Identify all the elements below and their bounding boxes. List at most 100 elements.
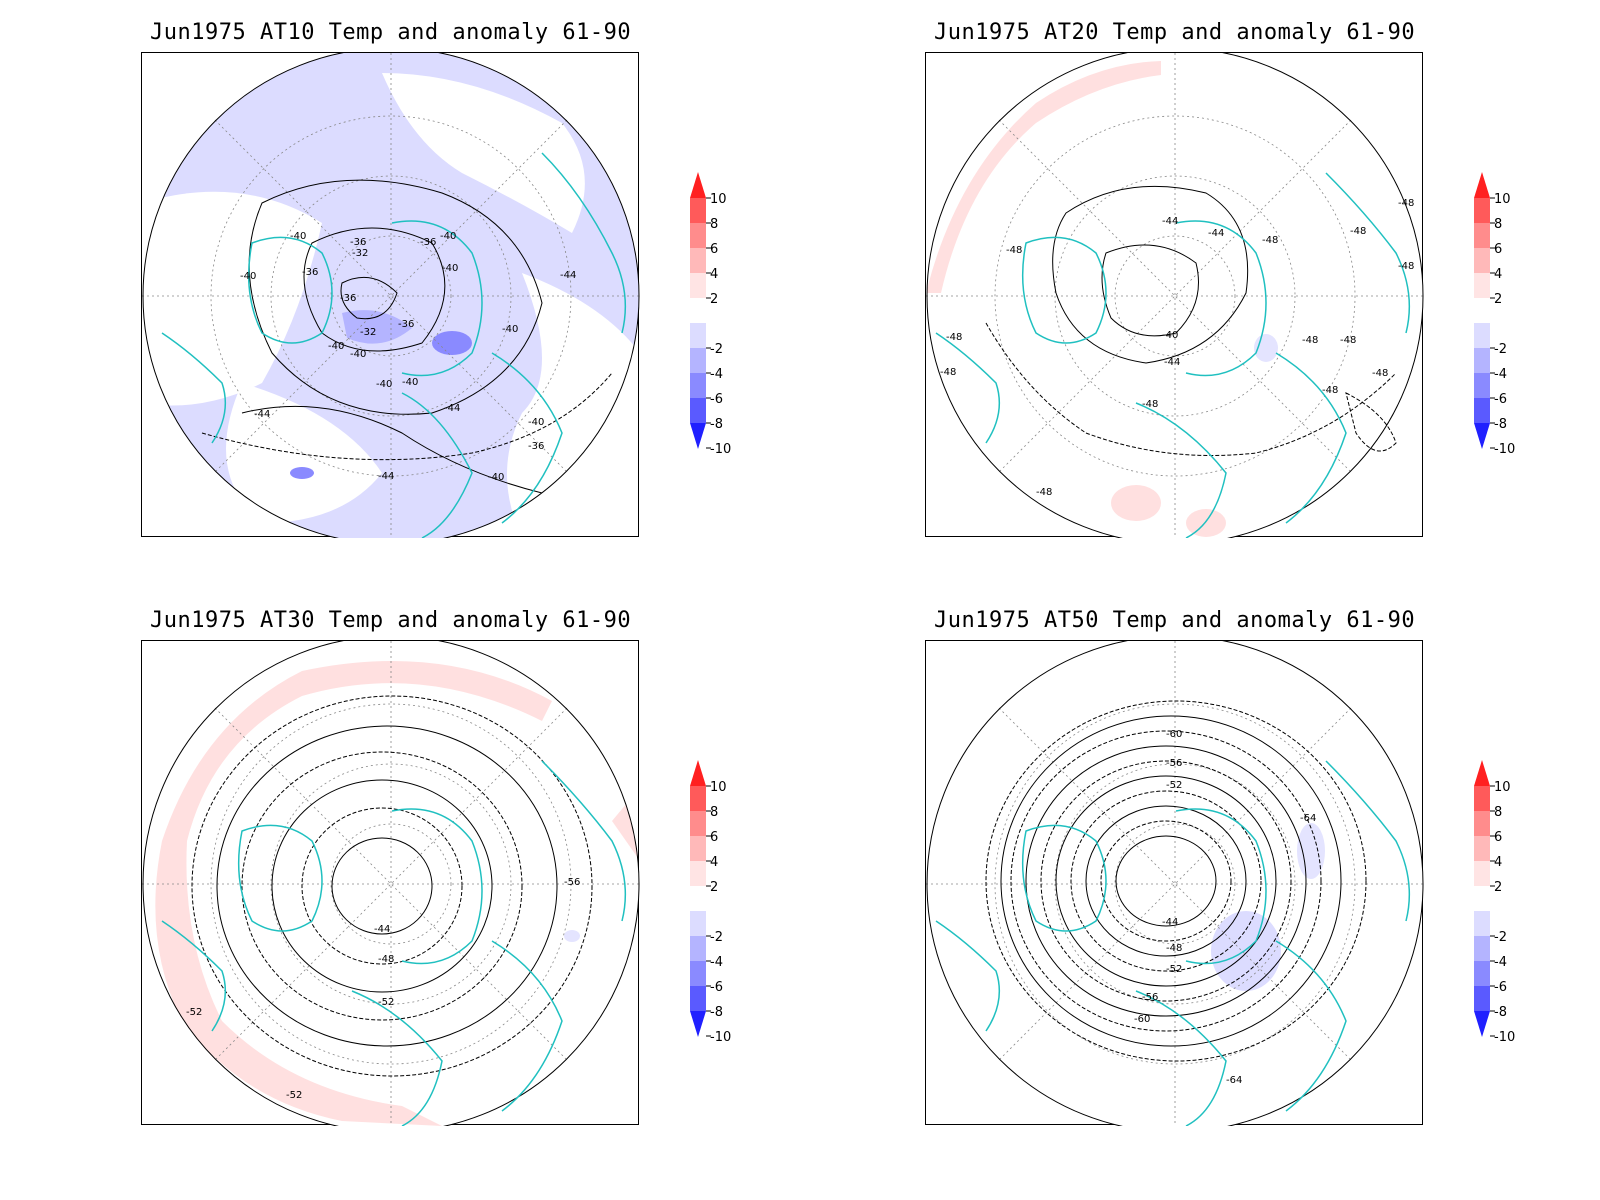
colorbar-label: 6: [1494, 830, 1502, 845]
contour-label: -40: [442, 263, 458, 274]
polar-map-at10: -40 -36 -32 -36 -40 -40 -36 -40 -36 -32 …: [142, 53, 640, 538]
contour-label: -48: [940, 367, 956, 378]
colorbar-label: -4: [710, 367, 723, 382]
contour-labels-at50: -60 -56 -52 -64 -44 -48 -52 -56 -60 -64: [1134, 729, 1316, 1086]
colorbar-label: -2: [710, 342, 723, 357]
contour-label: -52: [286, 1090, 302, 1101]
contour-label: -32: [360, 327, 376, 338]
colorbar-label: 10: [1494, 192, 1511, 207]
contour-labels-at20: -44 -44 -48 -48 -48 -48 -48 -40 -44 -48 …: [940, 198, 1414, 498]
colorbar-segment: [1474, 223, 1490, 248]
colorbar-segment: [1474, 786, 1490, 811]
colorbar-segment: [690, 298, 706, 323]
contour-label: -40: [328, 341, 344, 352]
contour-label: -36: [350, 237, 366, 248]
contour-label: -48: [1302, 335, 1318, 346]
coastlines-at30: [161, 760, 627, 1126]
colorbar-svg: 10 8 6 4 2 -2 -4 -6 -8 -10: [690, 172, 731, 457]
polar-map-at30: -56 -44 -48 -52 -52 -52: [142, 641, 640, 1126]
colorbar-label: 2: [710, 292, 718, 307]
colorbar-segment: [690, 861, 706, 886]
colorbar-svg: 10 8 6 4 2 -2 -4 -6 -8 -10: [1474, 760, 1515, 1045]
colorbar-arrow-bottom: [1474, 423, 1490, 449]
colorbar-label: 6: [710, 830, 718, 845]
contour-label: -48: [1350, 226, 1366, 237]
colorbar-label: 2: [1494, 880, 1502, 895]
colorbar-segment: [1474, 936, 1490, 961]
colorbar-arrow-top: [690, 760, 706, 786]
temperature-contours-at50: [985, 700, 1367, 1062]
coastlines-at50: [935, 760, 1411, 1126]
colorbar-arrow-bottom: [690, 1011, 706, 1037]
contour-label: -48: [1398, 198, 1414, 209]
contour-label: -48: [1398, 261, 1414, 272]
colorbar-segment: [690, 273, 706, 298]
contour-label: -40: [290, 231, 306, 242]
colorbar-label: 8: [710, 805, 718, 820]
colorbar-segment: [1474, 373, 1490, 398]
colorbar-svg: 10 8 6 4 2 -2 -4 -6 -8 -10: [1474, 172, 1515, 457]
contour-label: -32: [352, 248, 368, 259]
map-at10: -40 -36 -32 -36 -40 -40 -36 -40 -36 -32 …: [141, 52, 640, 538]
colorbar-label: -10: [710, 442, 731, 457]
panel-title-at20: Jun1975 AT20 Temp and anomaly 61-90: [934, 20, 1416, 45]
colorbar-at30: 10 8 6 4 2 -2 -4 -6 -8 -10: [688, 756, 768, 1046]
colorbar-segment: [690, 323, 706, 348]
colorbar-segment: [1474, 248, 1490, 273]
colorbar-segment: [690, 986, 706, 1011]
colorbar-segment: [1474, 961, 1490, 986]
colorbar-segment: [1474, 836, 1490, 861]
temperature-contours-at10: [201, 179, 613, 494]
contour-label: -36: [398, 319, 414, 330]
contour-label: -64: [1226, 1075, 1242, 1086]
colorbar-label: 2: [1494, 292, 1502, 307]
coastlines-at10: [161, 152, 627, 538]
colorbar-svg: 10 8 6 4 2 -2 -4 -6 -8 -10: [690, 760, 731, 1045]
colorbar-label: 6: [1494, 242, 1502, 257]
contour-label: -48: [946, 332, 962, 343]
contour-label: -56: [1142, 992, 1158, 1003]
colorbar-segment: [690, 786, 706, 811]
colorbar-at50: 10 8 6 4 2 -2 -4 -6 -8 -10: [1472, 756, 1552, 1046]
contour-label: -40: [376, 379, 392, 390]
map-at20: -44 -44 -48 -48 -48 -48 -48 -40 -44 -48 …: [925, 52, 1424, 538]
colorbar-label: -4: [710, 955, 723, 970]
contour-label: -48: [1340, 335, 1356, 346]
contour-label: -44: [1162, 216, 1178, 227]
contour-label: -40: [502, 324, 518, 335]
contour-label: -44: [444, 403, 460, 414]
colorbar-segment: [690, 198, 706, 223]
coastlines-at20: [935, 172, 1411, 538]
colorbar-segment: [1474, 198, 1490, 223]
contour-label: -48: [1166, 943, 1182, 954]
colorbar-label: -8: [1494, 1005, 1507, 1020]
colorbar-segment: [1474, 911, 1490, 936]
colorbar-segment: [690, 936, 706, 961]
map-at50: -60 -56 -52 -64 -44 -48 -52 -56 -60 -64: [925, 640, 1424, 1126]
contour-label: -44: [378, 471, 394, 482]
contour-label: -48: [1142, 399, 1158, 410]
colorbar-label: -8: [710, 1005, 723, 1020]
panel-title-at10: Jun1975 AT10 Temp and anomaly 61-90: [150, 20, 632, 45]
map-at30: -56 -44 -48 -52 -52 -52: [141, 640, 640, 1126]
contour-label: -36: [340, 293, 356, 304]
contour-label: -44: [254, 409, 270, 420]
contour-label: -40: [402, 377, 418, 388]
colorbar-label: 4: [1494, 855, 1502, 870]
colorbar-label: -4: [1494, 955, 1507, 970]
colorbar-arrow-top: [1474, 172, 1490, 198]
contour-label: -40: [440, 231, 456, 242]
colorbar-label: -6: [1494, 980, 1507, 995]
colorbar-segment: [1474, 861, 1490, 886]
contour-label: -40: [1162, 330, 1178, 341]
colorbar-label: 4: [1494, 267, 1502, 282]
contour-label: -52: [1166, 964, 1182, 975]
colorbar-label: 10: [710, 192, 727, 207]
colorbar-label: -10: [1494, 1030, 1515, 1045]
colorbar-segment: [1474, 298, 1490, 323]
colorbar-label: -8: [1494, 417, 1507, 432]
polar-map-at50: -60 -56 -52 -64 -44 -48 -52 -56 -60 -64: [926, 641, 1424, 1126]
contour-label: -60: [1166, 729, 1182, 740]
contour-label: -48: [1262, 235, 1278, 246]
contour-label: -40: [350, 349, 366, 360]
